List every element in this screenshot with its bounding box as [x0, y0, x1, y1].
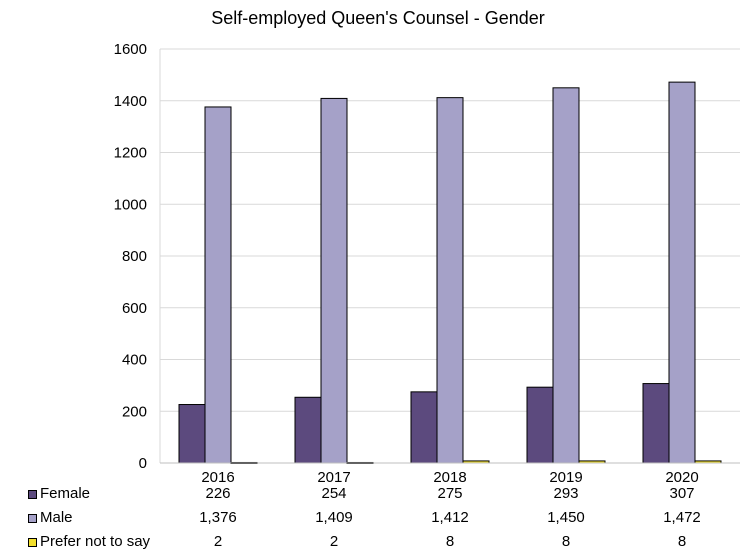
bar: [204, 106, 232, 464]
bar: [410, 391, 438, 464]
y-tick-label: 200: [122, 403, 147, 420]
data-label: 1,376: [199, 509, 237, 526]
data-label: 1,472: [663, 509, 701, 526]
legend-key-male: [28, 514, 37, 523]
bar: [668, 81, 696, 464]
legend-key-female: [28, 490, 37, 499]
row-label-male: Male: [40, 509, 73, 526]
bar: [642, 383, 670, 464]
bar: [526, 386, 554, 464]
row-label-female: Female: [40, 485, 91, 502]
bar: [178, 404, 206, 464]
x-axis-category-labels: 2016 2017 2018 2019 2020: [201, 469, 698, 486]
row-label-prefer-not-to-say: Prefer not to say: [40, 533, 151, 550]
chart-title: Self-employed Queen's Counsel - Gender: [211, 8, 545, 28]
x-tick-label: 2019: [549, 469, 582, 486]
data-label: 8: [677, 533, 687, 550]
bar: [436, 97, 464, 464]
y-tick-label: 1400: [114, 93, 147, 110]
y-tick-label: 0: [139, 455, 147, 472]
data-label: 293: [553, 485, 579, 502]
bars: [178, 81, 722, 464]
data-label: 2: [329, 533, 339, 550]
y-tick-label: 1000: [114, 196, 147, 213]
table-row-female: Female 226 254 275 293 307: [0, 484, 756, 506]
data-label: 1,409: [315, 509, 353, 526]
data-label: 275: [437, 485, 463, 502]
bar: [294, 396, 322, 464]
y-tick-label: 1200: [114, 145, 147, 162]
legend-key-prefer-not-to-say: [28, 538, 37, 547]
table-row-male: Male 1,376 1,409 1,412 1,450 1,472: [0, 508, 756, 530]
x-tick-label: 2020: [665, 469, 698, 486]
data-label: 307: [669, 485, 695, 502]
axes: [159, 49, 740, 464]
x-tick-label: 2017: [317, 469, 350, 486]
x-tick-label: 2018: [433, 469, 466, 486]
data-label: 8: [445, 533, 455, 550]
data-label: 1,412: [431, 509, 469, 526]
bar: [552, 87, 580, 464]
y-tick-label: 1600: [114, 41, 147, 58]
y-axis-tick-labels: 0 200 400 600 800 1000 1200 1400 1600: [114, 41, 147, 472]
y-tick-label: 800: [122, 248, 147, 265]
data-label: 254: [321, 485, 347, 502]
data-label: 1,450: [547, 509, 585, 526]
table-row-prefer-not-to-say: Prefer not to say 2 2 8 8 8: [0, 532, 756, 554]
data-label: 8: [561, 533, 571, 550]
x-tick-label: 2016: [201, 469, 234, 486]
y-tick-label: 600: [122, 300, 147, 317]
data-label: 2: [213, 533, 223, 550]
bar: [320, 97, 348, 464]
y-tick-label: 400: [122, 352, 147, 369]
data-label: 226: [205, 485, 231, 502]
